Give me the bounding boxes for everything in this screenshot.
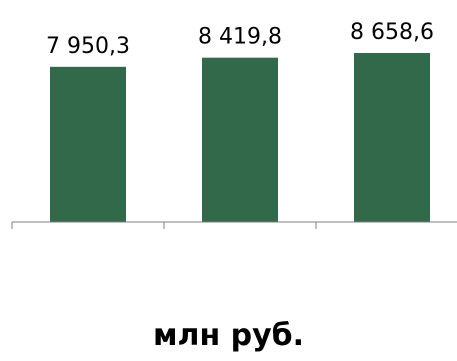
- data-label-2: 8 419,8: [198, 25, 282, 50]
- data-labels: 7 950,3 8 419,8 8 658,6: [46, 20, 434, 59]
- data-label-1: 7 950,3: [46, 34, 130, 59]
- bar-1: [50, 66, 126, 223]
- data-label-3: 8 658,6: [350, 20, 434, 45]
- x-axis: [11, 221, 457, 229]
- bar-chart: 7 950,3 8 419,8 8 658,6: [11, 20, 457, 229]
- bars: [50, 53, 430, 223]
- bar-3: [354, 53, 430, 222]
- unit-caption: млн руб.: [152, 318, 305, 353]
- bar-2: [202, 57, 278, 223]
